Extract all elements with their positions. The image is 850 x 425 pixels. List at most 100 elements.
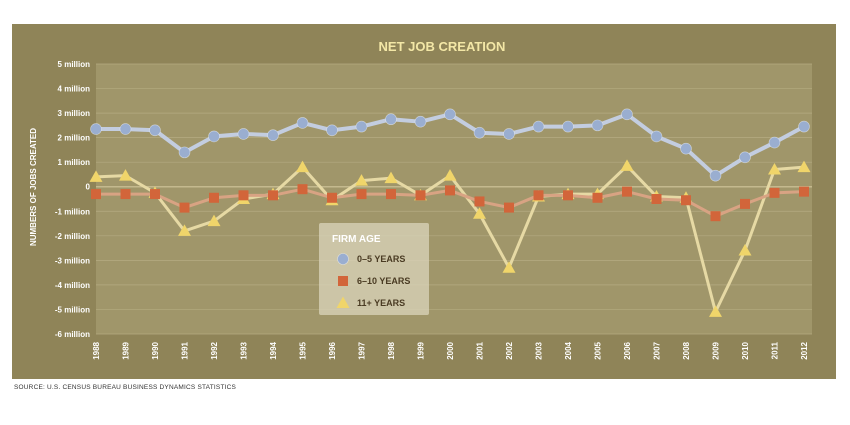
y-tick-label: -6 million <box>55 330 90 339</box>
x-tick-label: 1994 <box>269 341 278 359</box>
y-tick-label: 4 million <box>58 85 91 94</box>
data-point <box>384 171 398 184</box>
data-point <box>178 146 191 159</box>
data-point <box>650 130 663 143</box>
x-tick-label: 1990 <box>151 341 160 359</box>
plot-area <box>96 64 812 334</box>
gridlines <box>96 63 812 335</box>
data-point <box>502 261 516 273</box>
data-point <box>149 124 161 137</box>
data-point <box>238 190 249 201</box>
net-job-creation-chart: NET JOB CREATION NUMBERS OF JOBS CREATED… <box>12 24 836 379</box>
data-point <box>709 305 722 317</box>
data-point <box>414 115 427 128</box>
x-tick-label: 2009 <box>712 341 721 359</box>
data-point <box>473 126 486 139</box>
data-point <box>444 108 456 121</box>
data-point <box>90 123 102 135</box>
y-tick-label: -5 million <box>55 305 90 314</box>
data-point <box>562 120 574 133</box>
x-tick-label: 2011 <box>771 341 780 359</box>
data-point <box>797 160 811 173</box>
source-note: SOURCE: U.S. CENSUS BUREAU BUSINESS DYNA… <box>14 384 237 391</box>
x-tick-label: 1995 <box>299 341 308 359</box>
y-axis-ticks: 5 million 4 million 3 million 2 million 1 mi… <box>55 60 91 339</box>
series-square <box>91 184 809 222</box>
y-tick-label: -4 million <box>55 281 90 290</box>
data-point <box>680 142 692 155</box>
data-point <box>120 189 131 200</box>
x-tick-label: 2010 <box>741 341 750 359</box>
x-tick-label: 1997 <box>358 341 367 359</box>
data-point <box>385 113 397 126</box>
data-point <box>592 192 603 203</box>
legend-items: 0–5 YEARS 6–10 YEARS 11+ YEARS <box>336 253 410 308</box>
data-point <box>768 163 781 175</box>
legend: FIRM AGE 0–5 YEARS 6–10 YEARS 11+ YEARS <box>319 223 429 315</box>
data-point <box>208 130 220 143</box>
data-point <box>709 169 722 182</box>
x-tick-label: 2008 <box>682 341 691 359</box>
x-tick-label: 1989 <box>122 341 131 359</box>
x-tick-label: 1992 <box>210 341 219 359</box>
y-tick-label: -1 million <box>55 207 90 216</box>
y-axis-label: NUMBERS OF JOBS CREATED <box>29 128 38 246</box>
y-tick-label: 2 million <box>58 134 91 143</box>
legend-marker <box>338 276 348 286</box>
data-point <box>503 128 515 140</box>
x-tick-label: 2004 <box>564 341 573 359</box>
data-point <box>474 196 485 207</box>
x-tick-label: 2012 <box>800 341 809 359</box>
x-tick-label: 1993 <box>240 341 249 359</box>
data-point <box>179 202 190 213</box>
y-tick-label: 3 million <box>58 109 91 118</box>
data-point <box>798 120 810 133</box>
data-point <box>267 129 279 141</box>
data-point <box>207 214 221 227</box>
x-tick-label: 1991 <box>181 341 190 359</box>
legend-label: 0–5 YEARS <box>357 254 405 264</box>
data-point <box>620 159 634 171</box>
data-point <box>740 198 750 209</box>
x-tick-label: 2005 <box>594 341 603 359</box>
data-point <box>768 136 781 149</box>
chart-panel: NET JOB CREATION NUMBERS OF JOBS CREATED… <box>12 24 836 379</box>
data-point <box>739 151 751 164</box>
chart-title: NET JOB CREATION <box>379 39 506 54</box>
data-point <box>119 123 132 135</box>
data-point <box>386 189 396 200</box>
data-point <box>681 195 691 206</box>
x-axis-ticks: 1988 1989 1990 1991 1992 1993 1994 1995 1996 1997… <box>92 341 809 359</box>
data-point <box>296 160 309 173</box>
data-point <box>327 192 337 203</box>
data-point <box>621 108 633 121</box>
y-tick-label: -3 million <box>55 256 90 265</box>
data-point <box>532 120 545 133</box>
data-point <box>591 119 604 132</box>
legend-marker <box>336 296 350 308</box>
x-tick-label: 2001 <box>476 341 485 359</box>
x-tick-label: 1999 <box>417 341 426 359</box>
data-point <box>237 128 250 140</box>
data-point <box>504 202 514 213</box>
data-point <box>89 170 103 182</box>
data-point <box>415 190 426 201</box>
legend-label: 6–10 YEARS <box>357 276 410 286</box>
legend-box <box>319 223 429 315</box>
data-point <box>445 185 455 196</box>
legend-title: FIRM AGE <box>332 234 381 245</box>
x-tick-label: 2003 <box>535 341 544 359</box>
data-point <box>769 187 780 198</box>
data-point <box>443 169 457 181</box>
data-point <box>473 207 486 219</box>
data-point <box>710 211 721 222</box>
x-tick-label: 2002 <box>505 341 514 359</box>
y-tick-label: 0 <box>86 183 91 192</box>
data-point <box>296 117 309 129</box>
data-point <box>178 224 191 236</box>
x-tick-label: 2006 <box>623 341 632 359</box>
y-tick-label: 1 million <box>58 158 91 167</box>
data-point <box>268 190 278 201</box>
data-series <box>89 108 811 317</box>
data-point <box>150 189 160 200</box>
